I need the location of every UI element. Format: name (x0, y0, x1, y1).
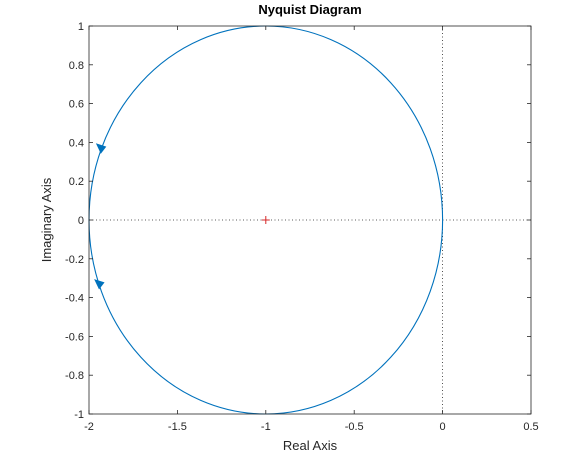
x-tick-label: 0 (440, 421, 446, 433)
y-axis-label: Imaginary Axis (39, 177, 54, 262)
x-tick-label: -2 (84, 421, 94, 433)
y-tick-label: 0 (78, 215, 84, 227)
y-tick-label: 0.4 (69, 137, 84, 149)
x-tick-label: -0.5 (345, 421, 364, 433)
curve-direction-arrow-2 (94, 279, 105, 290)
y-tick-label: -1 (74, 409, 84, 421)
y-tick-label: 0.6 (69, 99, 84, 111)
y-tick-label: -0.6 (65, 331, 84, 343)
y-tick-label: -0.8 (65, 370, 84, 382)
x-tick-label: -1.5 (168, 421, 187, 433)
critical-point-marker (261, 216, 270, 224)
y-tick-label: -0.2 (65, 254, 84, 266)
x-axis-label: Real Axis (283, 438, 338, 453)
x-tick-label: 0.5 (523, 421, 538, 433)
curve-direction-arrow-1 (95, 143, 107, 154)
y-tick-label: 1 (78, 21, 84, 33)
x-tick-label: -1 (261, 421, 271, 433)
y-tick-label: 0.8 (69, 60, 84, 72)
y-tick-label: 0.2 (69, 176, 84, 188)
chart-title: Nyquist Diagram (258, 2, 361, 17)
y-tick-label: -0.4 (65, 293, 84, 305)
